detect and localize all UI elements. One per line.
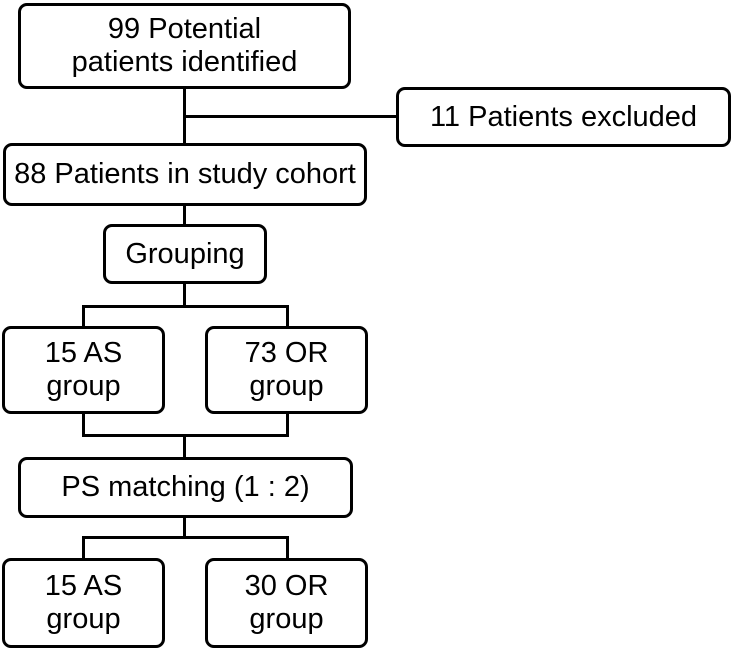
flow-box-or-matched-line1: 30 OR	[244, 570, 329, 602]
flow-box-as-group-matched: 15 AS group	[2, 558, 165, 648]
flow-box-potential-line1: 99 Potential	[107, 13, 262, 45]
flow-box-ps-matching-label: PS matching (1 : 2)	[61, 471, 310, 503]
connector-split1-right	[286, 305, 289, 328]
connector-merge1-to-ps	[183, 434, 186, 459]
flow-box-study-cohort: 88 Patients in study cohort	[3, 143, 367, 206]
connector-split2-horizontal	[82, 536, 289, 539]
connector-cohort-to-grouping	[183, 203, 186, 227]
flow-box-patients-excluded: 11 Patients excluded	[396, 87, 731, 147]
flow-box-or-initial-line1: 73 OR	[244, 337, 329, 369]
flow-box-as-matched-line2: group	[46, 603, 121, 635]
connector-grouping-down	[183, 281, 186, 308]
connector-branch-to-excluded	[183, 115, 398, 118]
flow-box-or-group-matched: 30 OR group	[205, 558, 368, 648]
flow-box-or-matched-line2: group	[249, 603, 324, 635]
connector-split2-left	[82, 536, 85, 560]
connector-split1-horizontal	[82, 305, 289, 308]
connector-merge1-right	[286, 412, 289, 437]
flow-box-potential-patients: 99 Potential patients identified	[18, 3, 351, 89]
flow-box-or-initial-line2: group	[249, 370, 324, 402]
flow-box-grouping-label: Grouping	[125, 237, 245, 270]
flow-box-grouping: Grouping	[103, 224, 267, 284]
flow-box-as-matched-line1: 15 AS	[44, 570, 123, 602]
flow-box-excluded-label: 11 Patients excluded	[429, 100, 698, 133]
flow-box-as-initial-line2: group	[46, 370, 121, 402]
flow-box-or-group-initial: 73 OR group	[205, 326, 368, 414]
flow-box-cohort-label: 88 Patients in study cohort	[14, 158, 356, 190]
connector-merge1-left	[82, 412, 85, 437]
flow-box-potential-line2: patients identified	[71, 46, 298, 78]
connector-split1-left	[82, 305, 85, 328]
connector-ps-down	[183, 516, 186, 539]
connector-split2-right	[286, 536, 289, 560]
flow-box-as-group-initial: 15 AS group	[2, 326, 165, 414]
flow-box-ps-matching: PS matching (1 : 2)	[18, 457, 353, 518]
flow-box-as-initial-line1: 15 AS	[44, 337, 123, 369]
